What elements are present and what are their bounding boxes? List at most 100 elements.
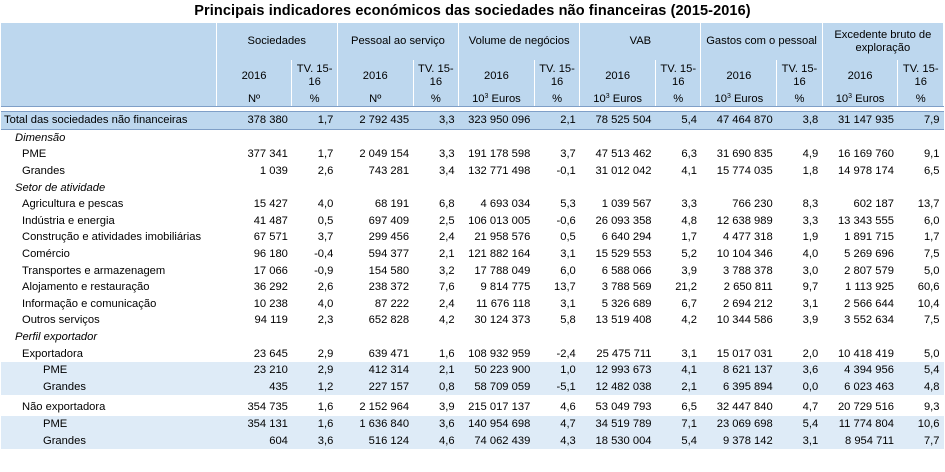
cell-value: 9 814 775: [480, 281, 531, 294]
row-label: Grandes: [22, 165, 65, 178]
cell-value: 94 119: [254, 314, 288, 327]
cell-value: [701, 329, 777, 346]
cell-value: 31 690 835: [716, 148, 773, 161]
cell-rate: 7,5: [923, 248, 940, 261]
cell-rate: -0,1: [556, 165, 576, 178]
cell-value: 21 958 576: [474, 231, 531, 244]
cell-value: 50 223 900: [458, 361, 535, 379]
cell-rate: 4,1: [655, 361, 701, 379]
cell-value: 2 807 579: [844, 264, 894, 277]
cell-value: 227 157: [337, 378, 414, 396]
cell-rate: 4,2: [439, 314, 455, 327]
unit-percent: %: [655, 92, 702, 107]
cell-value: 132 771 498: [468, 165, 531, 178]
cell-value: [216, 329, 292, 346]
cell-rate: 13,7: [917, 198, 940, 211]
cell-value: 23 069 698: [700, 415, 777, 433]
table-row: Informação e comunicação 10 238 4,0 87 222 2…: [1, 296, 944, 313]
cell-value: 238 372: [368, 281, 410, 294]
unit-euros: 103 Euros: [458, 92, 535, 107]
table-row: PME 354 131 1,6 1 636 840 3,6 140 954 698 4,7 3…: [1, 415, 944, 433]
cell-rate: 3,3: [413, 111, 459, 130]
row-label: Outros serviços: [22, 314, 100, 327]
cell-rate: 1,7: [923, 231, 940, 244]
cell-value: 11 676 118: [475, 297, 531, 310]
cell-value: 31 147 935: [822, 111, 898, 130]
cell-rate: 1,9: [802, 231, 819, 244]
cell-value: 36 292: [253, 281, 288, 294]
header-year: 2016: [458, 60, 535, 92]
cell-rate: 0,0: [776, 378, 823, 396]
cell-value: 2 152 964: [359, 401, 410, 414]
unit-count: Nº: [336, 92, 414, 107]
cell-rate: 5,0: [923, 264, 940, 277]
cell-value: [459, 329, 535, 346]
cell-value: 12 993 673: [579, 361, 656, 379]
row-label: Transportes e armazenagem: [22, 264, 166, 277]
cell-value: 17 066: [253, 264, 288, 277]
cell-rate: [777, 179, 822, 196]
cell-rate: 4,6: [413, 432, 459, 449]
cell-value: 67 571: [253, 231, 288, 244]
cell-value: 15 427: [253, 198, 288, 211]
cell-rate: 6,0: [923, 214, 940, 227]
cell-rate: 3,1: [560, 248, 576, 261]
header-corner: [1, 60, 217, 92]
table-row: Perfil exportador: [1, 329, 944, 346]
unit-euros: 103 Euros: [579, 92, 657, 107]
cell-value: 743 281: [368, 165, 410, 178]
cell-value: 15 529 553: [595, 248, 652, 261]
cell-rate: 3,8: [776, 111, 823, 130]
table-row: Alojamento e restauração 36 292 2,6 238 372…: [1, 279, 944, 296]
header-year: 2016: [821, 60, 899, 92]
cell-rate: [777, 329, 822, 346]
cell-value: 53 049 793: [595, 401, 652, 414]
cell-value: 78 525 504: [579, 111, 656, 130]
table-row: Exportadora 23 645 2,9 639 471 1,6 108 932 95…: [1, 345, 944, 362]
unit-percent: %: [776, 92, 823, 107]
table-row: PME 377 341 1,7 2 049 154 3,3 191 178 598 3,7 4…: [1, 146, 944, 163]
row-label: Grandes: [1, 432, 217, 449]
cell-rate: 4,0: [317, 297, 334, 310]
cell-value: 6 023 463: [822, 378, 898, 396]
cell-value: [216, 179, 292, 196]
cell-rate: 6,7: [681, 297, 697, 310]
cell-value: 697 409: [368, 214, 410, 227]
cell-value: 516 124: [337, 432, 414, 449]
cell-rate: 4,0: [317, 198, 334, 211]
cell-value: 8 954 711: [822, 432, 898, 449]
cell-value: [337, 329, 413, 346]
cell-value: [822, 129, 898, 146]
cell-rate: 4,7: [534, 415, 580, 433]
cell-value: 435: [216, 378, 292, 396]
indicators-table: Sociedades Pessoal ao serviço Volume de …: [1, 23, 945, 449]
header-tv: TV. 15-16: [897, 60, 944, 92]
cell-value: [822, 329, 898, 346]
cell-rate: [898, 179, 944, 196]
cell-value: 106 013 005: [468, 214, 531, 227]
cell-rate: 3,1: [560, 297, 576, 310]
cell-rate: 5,3: [560, 198, 576, 211]
cell-rate: 1,2: [291, 378, 338, 396]
cell-value: 13 519 408: [595, 314, 652, 327]
cell-value: [580, 329, 656, 346]
cell-rate: 2,6: [317, 165, 334, 178]
cell-value: 3 788 569: [601, 281, 652, 294]
table-row: Agricultura e pescas 15 427 4,0 68 191 6,8 4 …: [1, 196, 944, 213]
table-row: Grandes 604 3,6 516 124 4,6 74 062 439 4,3 18 5…: [1, 432, 944, 449]
cell-rate: 21,2: [675, 281, 697, 294]
cell-rate: 3,0: [802, 264, 819, 277]
cell-rate: 9,3: [923, 401, 940, 414]
cell-rate: 5,0: [923, 347, 940, 360]
cell-rate: -0,4: [314, 248, 334, 261]
cell-rate: [534, 179, 579, 196]
row-label: Total das sociedades não financeiras: [1, 111, 217, 130]
header-corner: [1, 92, 217, 107]
cell-rate: 3,9: [681, 264, 697, 277]
table-row: Setor de atividade: [1, 179, 944, 196]
cell-rate: 3,3: [681, 198, 697, 211]
cell-rate: 1,8: [802, 165, 819, 178]
cell-value: 16 169 760: [837, 148, 894, 161]
cell-rate: 1,7: [291, 111, 338, 130]
cell-value: 34 519 789: [579, 415, 656, 433]
